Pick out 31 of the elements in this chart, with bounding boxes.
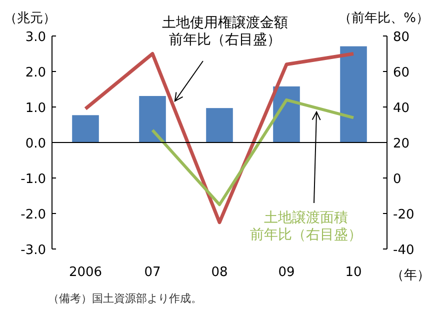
line-series <box>84 52 356 224</box>
text: （備考）国土資源部より作成。 <box>48 292 202 305</box>
y-tick-label: 1.0 <box>25 101 46 116</box>
series-label: 土地使用権譲渡金額前年比（右目盛） <box>162 15 288 48</box>
y2-tick-label: -40 <box>393 243 414 258</box>
y2-axis-title: （前年比、%） <box>338 11 429 26</box>
y-tick-label: 0.0 <box>25 136 46 152</box>
y2-tick-label: 60 <box>393 66 410 80</box>
y-tick-label: 2.0 <box>25 66 46 80</box>
bar <box>139 96 166 142</box>
y2-tick-label: 20 <box>393 136 410 152</box>
bar <box>72 115 99 142</box>
y-tick-label: -1.0 <box>20 172 46 187</box>
y2-tick-label: 80 <box>393 30 410 45</box>
x-tick-label: 09 <box>278 265 295 280</box>
y2-tick-label: 40 <box>393 101 410 116</box>
bar <box>340 46 367 142</box>
y2-tick-label: 0 <box>393 172 402 187</box>
y-axis-title: （兆元） <box>4 11 56 26</box>
x-tick-label: 08 <box>211 265 228 280</box>
x-axis-title: （年） <box>391 268 430 283</box>
y2-tick-label: -20 <box>393 208 414 222</box>
bar <box>206 108 233 142</box>
x-tick-label: 07 <box>144 265 161 280</box>
x-tick-label: 10 <box>345 265 362 280</box>
y-tick-label: -3.0 <box>20 243 46 258</box>
x-tick-label: 2006 <box>68 265 102 280</box>
y-tick-label: -2.0 <box>20 208 46 222</box>
y-tick-label: 3.0 <box>25 30 46 45</box>
line-series <box>151 98 355 206</box>
text: 土地譲渡面積前年比（右目盛） <box>250 210 362 243</box>
